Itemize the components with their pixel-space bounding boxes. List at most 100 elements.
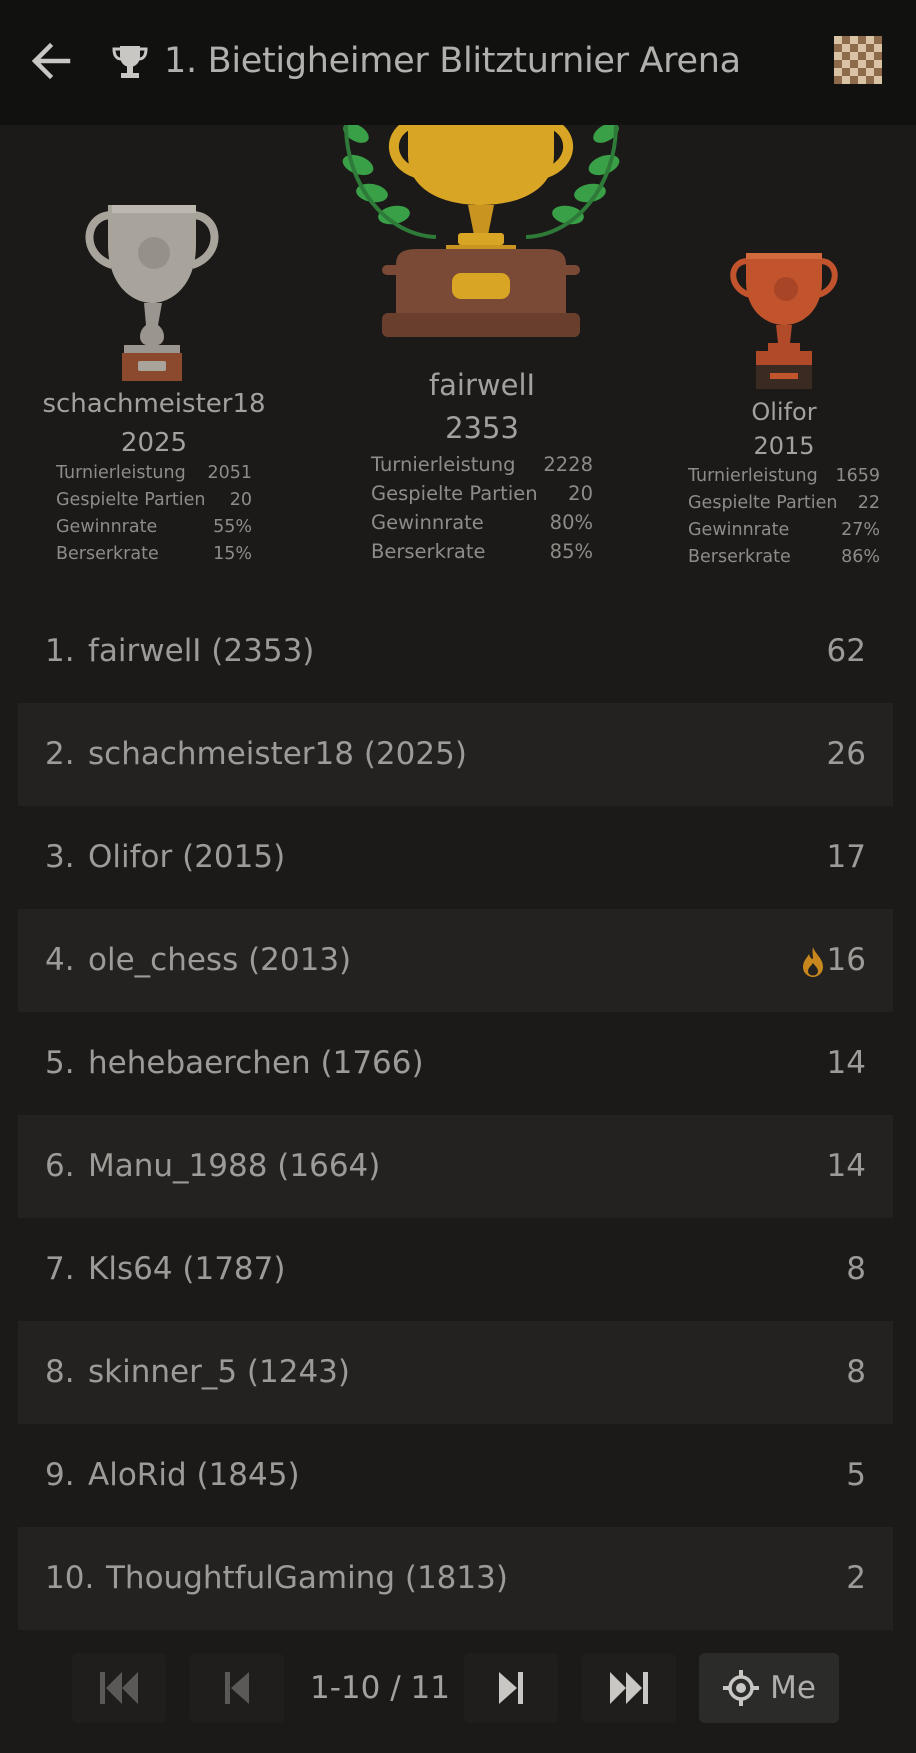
stat-row: Turnierleistung 2228 [371,450,593,479]
me-button[interactable]: Me [699,1653,839,1723]
podium-first-stats: Turnierleistung 2228 Gespielte Partien 20 … [371,450,593,566]
standings-row[interactable]: 10. ThoughtfulGaming (1813) 2 [18,1527,893,1630]
stat-value: 1659 [835,466,880,486]
stat-label: Berserkrate [688,547,791,567]
player-name: Olifor (2015) [88,839,286,875]
skip-to-start-icon [100,1672,138,1704]
top-app-bar: 1. Bietigheimer Blitzturnier Arena [0,0,916,125]
page-info: 1-10 / 11 [310,1670,450,1706]
stat-label: Turnierleistung [688,466,818,486]
standings-row[interactable]: 8. skinner_5 (1243) 8 [18,1321,893,1424]
player-name: ThoughtfulGaming (1813) [106,1560,508,1596]
stat-row: Turnierleistung 2051 [56,460,252,487]
standings-list: 1. fairwelI (2353) 62 2. schachmeister18… [18,600,893,1630]
rank: 9. [45,1457,75,1493]
standings-row[interactable]: 9. AloRid (1845) 5 [18,1424,893,1527]
stat-row: Gewinnrate 80% [371,508,593,537]
gold-trophy-icon [342,125,620,337]
stat-row: Gewinnrate 27% [688,517,880,544]
podium-second-rating: 2025 [120,428,188,458]
stat-row: Gespielte Partien 20 [56,487,252,514]
stat-row: Berserkrate 15% [56,541,252,568]
rank: 5. [45,1045,75,1081]
last-page-button[interactable] [582,1653,676,1723]
stat-label: Gewinnrate [56,517,158,537]
player-name: AloRid (1845) [88,1457,300,1493]
stat-label: Turnierleistung [371,453,516,476]
back-button[interactable] [28,38,74,84]
stat-value: 27% [841,520,880,540]
arrow-left-icon [31,42,71,80]
first-page-button[interactable] [72,1653,166,1723]
standings-row[interactable]: 5. hehebaerchen (1766) 14 [18,1012,893,1115]
score: 14 [826,1148,866,1184]
score: 62 [826,633,866,669]
stat-label: Turnierleistung [56,463,186,483]
player-name: hehebaerchen (1766) [88,1045,424,1081]
silver-trophy-icon [85,205,219,381]
page-title: 1. Bietigheimer Blitzturnier Arena [164,41,741,81]
stat-label: Berserkrate [371,540,486,563]
rank: 4. [45,942,75,978]
stat-label: Gewinnrate [371,511,484,534]
standings-row[interactable]: 2. schachmeister18 (2025) 26 [18,703,893,806]
rank: 8. [45,1354,75,1390]
stat-row: Gespielte Partien 20 [371,479,593,508]
next-page-button[interactable] [464,1653,558,1723]
podium-first-rating: 2353 [445,411,519,445]
score: 5 [846,1457,866,1493]
stat-row: Gewinnrate 55% [56,514,252,541]
podium-third-stats: Turnierleistung 1659 Gespielte Partien 22 … [688,463,880,571]
podium-second-stats: Turnierleistung 2051 Gespielte Partien 20 … [56,460,252,568]
score: 17 [826,839,866,875]
player-name: Manu_1988 (1664) [88,1148,381,1184]
score: 2 [846,1560,866,1596]
score: 8 [846,1354,866,1390]
score: 14 [826,1045,866,1081]
score: 16 [826,942,866,978]
stat-value: 2051 [207,463,252,483]
pagination: 1-10 / 11 Me [0,1653,916,1727]
player-name: Kls64 (1787) [88,1251,286,1287]
stat-value: 86% [841,547,880,567]
rank: 7. [45,1251,75,1287]
standings-row[interactable]: 1. fairwelI (2353) 62 [18,600,893,703]
stat-value: 85% [549,540,593,563]
stat-row: Berserkrate 85% [371,537,593,566]
previous-page-button[interactable] [190,1653,284,1723]
podium-third-name[interactable]: Olifor [751,398,817,426]
stat-label: Gespielte Partien [688,493,838,513]
standings-row[interactable]: 3. Olifor (2015) 17 [18,806,893,909]
stat-label: Gespielte Partien [371,482,538,505]
player-name: skinner_5 (1243) [88,1354,350,1390]
standings-row[interactable]: 4. ole_chess (2013) 16 [18,909,893,1012]
skip-to-end-icon [610,1672,648,1704]
chessboard-icon[interactable] [834,36,882,84]
stat-value: 20 [568,482,593,505]
rank: 6. [45,1148,75,1184]
stat-value: 80% [549,511,593,534]
bronze-trophy-icon [730,253,838,389]
podium-first-name[interactable]: fairwelI [428,368,536,402]
rank: 3. [45,839,75,875]
stat-value: 55% [213,517,252,537]
player-name: schachmeister18 (2025) [88,736,467,772]
stat-label: Berserkrate [56,544,159,564]
podium: schachmeister18 2025 Turnierleistung 2051… [0,125,916,595]
stat-row: Berserkrate 86% [688,544,880,571]
player-name: fairwelI (2353) [88,633,315,669]
player-name: ole_chess (2013) [88,942,352,978]
stat-value: 20 [229,490,252,510]
stat-value: 22 [857,493,880,513]
stat-row: Gespielte Partien 22 [688,490,880,517]
rank: 2. [45,736,75,772]
podium-second-name[interactable]: schachmeister18 [42,389,266,419]
trophy-icon [112,46,148,78]
skip-previous-icon [225,1672,249,1704]
score: 26 [826,736,866,772]
standings-row[interactable]: 7. Kls64 (1787) 8 [18,1218,893,1321]
standings-row[interactable]: 6. Manu_1988 (1664) 14 [18,1115,893,1218]
stat-value: 2228 [543,453,593,476]
crosshairs-icon [723,1670,760,1706]
rank: 10. [45,1560,95,1596]
